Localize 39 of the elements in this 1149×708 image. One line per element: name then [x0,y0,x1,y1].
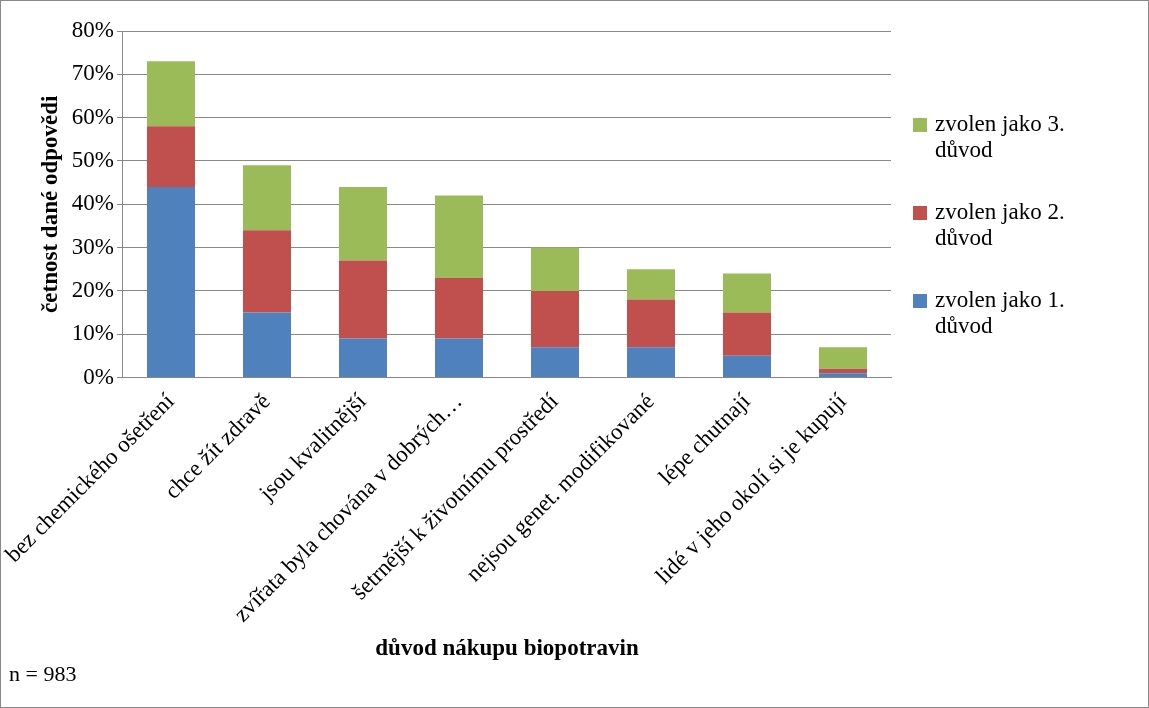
bar [434,277,483,339]
bar [242,230,291,313]
bar [627,269,675,300]
bar [146,186,195,378]
legend-label: zvolen jako 3. důvod [935,111,1066,163]
bar [242,312,291,378]
legend-label: zvolen jako 1. důvod [935,287,1066,339]
bar [723,355,771,378]
bar [146,61,195,127]
y-tick-label: 80% [71,17,114,43]
bar [338,260,387,339]
y-tick-label: 40% [71,190,114,216]
bar [530,290,579,348]
bar [723,312,771,356]
bar [242,165,291,231]
bar [530,347,579,378]
bar [338,338,387,378]
y-tick-label: 0% [83,363,114,389]
bar [723,273,771,313]
y-tick-label: 70% [71,60,114,86]
y-tick-label: 50% [71,146,114,172]
bar [434,338,483,378]
y-tick-label: 20% [71,276,114,302]
bar [146,126,195,187]
y-axis-title: četnost dané odpovědi [36,95,62,313]
bar [819,347,867,369]
bar [434,195,483,278]
x-axis-title: důvod nákupu biopotravin [375,635,639,661]
y-tick-label: 10% [71,320,114,346]
bar [819,368,867,374]
bar [338,186,387,261]
bar [627,347,675,378]
text: n = 983 [9,661,77,687]
y-tick-label: 30% [71,233,114,259]
y-tick-label: 60% [71,103,114,129]
bar [819,373,867,378]
bar [627,299,675,348]
legend-label: zvolen jako 2. důvod [935,199,1066,251]
bar [530,247,579,291]
